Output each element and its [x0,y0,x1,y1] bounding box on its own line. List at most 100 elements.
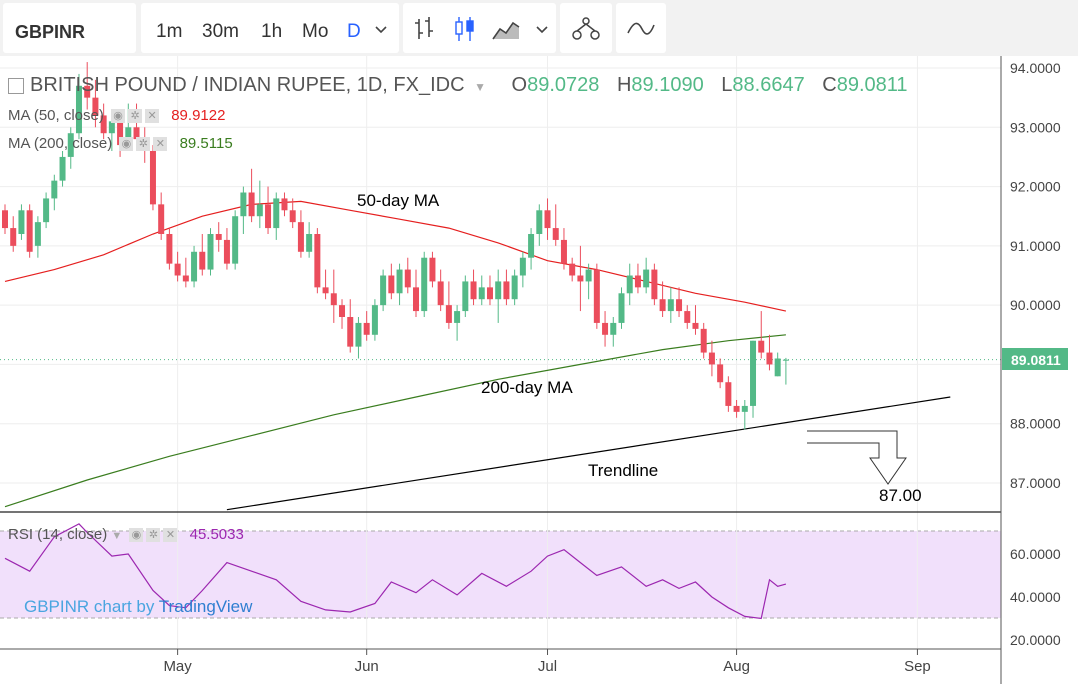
candle-body [117,121,124,146]
candle-body [355,322,362,347]
close-label: C [822,74,837,96]
chevron-down-icon[interactable] [375,25,387,35]
candle-body [174,263,181,276]
candle-body [413,287,419,312]
candle-body [634,275,641,288]
chart-title: BRITISH POUND / INDIAN RUPEE, 1D, FX_IDC [30,74,465,96]
candle-body [207,234,214,270]
price-tick-label: 93.0000 [1010,119,1061,135]
interval-group: 1m 30m 1h Mo D [141,3,399,53]
candle-body [782,359,789,361]
price-tick-label: 90.0000 [1010,297,1061,313]
candle-body [75,85,82,134]
ma50-legend: MA (50, close) ◉ ✲ ✕ 89.9122 [8,107,225,124]
candle-body [100,115,107,134]
candles [2,62,789,430]
candle-body [552,228,559,240]
ma50-annotation: 50-day MA [357,191,440,210]
candle-body [10,228,17,246]
collapse-icon[interactable] [8,77,24,94]
gear-icon[interactable]: ✲ [128,109,143,124]
chevron-down-icon[interactable]: ▼ [474,80,486,94]
candle-body [511,275,518,300]
candles-icon[interactable] [453,15,477,43]
bars-icon[interactable] [413,15,437,43]
candle-body [273,198,280,229]
close-icon[interactable]: ✕ [163,528,178,543]
eye-icon[interactable]: ◉ [119,137,134,152]
rsi-axis[interactable]: 60.0000 40.0000 20.0000 [1010,546,1061,648]
candle-body [158,204,165,234]
indicators-icon[interactable] [569,15,603,43]
candle-body [470,281,477,300]
compare-group [616,3,666,53]
chevron-down-icon[interactable] [536,25,548,35]
symbol-search-box[interactable]: GBPINR [3,3,136,53]
close-icon[interactable]: ✕ [153,137,168,152]
area-icon[interactable] [491,15,521,43]
compare-icon[interactable] [626,15,656,43]
interval-mo[interactable]: Mo [302,21,329,42]
candle-body [593,269,600,323]
eye-icon[interactable]: ◉ [111,109,126,124]
rsi-line [4,523,787,620]
candle-body [404,269,411,288]
candle-body [125,127,132,146]
candle-body [717,364,724,383]
interval-1m[interactable]: 1m [156,21,183,42]
rsi-tick-label: 20.0000 [1010,632,1061,648]
candle-body [429,257,436,282]
ma50-legend-value: 89.9122 [171,107,226,124]
symbol-label[interactable]: GBPINR [15,22,86,42]
candle-body [322,287,329,294]
candle-body [191,251,198,282]
ma200-legend: MA (200, close) ◉ ✲ ✕ 89.5115 [8,135,233,152]
candle-body [454,311,461,323]
candle-body [51,180,58,199]
open-label: O [511,74,528,96]
gear-icon[interactable]: ✲ [146,528,161,543]
rsi-series-line [4,523,787,620]
time-tick-label: Sep [904,658,931,675]
interval-1h[interactable]: 1h [261,21,283,42]
candle-body [626,275,633,294]
last-price-label: 89.0811 [1011,352,1061,368]
trendline-annotation: Trendline [588,461,658,480]
toolbar: GBPINR 1m 30m 1h Mo D [0,0,1078,56]
candle-body [659,299,666,312]
candle-body [223,239,230,264]
candle-body [232,216,239,264]
candle-body [462,281,469,312]
interval-d[interactable]: D [347,21,361,42]
low-value: 88.6647 [732,74,805,96]
watermark-brand[interactable]: TradingView [158,597,253,616]
watermark[interactable]: GBPINR chart by TradingView [24,597,252,617]
chevron-down-icon[interactable]: ▼ [111,530,123,542]
indicators-group [560,3,612,53]
candle-body [108,121,115,134]
candle-body [478,287,485,300]
candle-body [166,234,173,264]
candle-body [519,257,526,276]
close-icon[interactable]: ✕ [145,109,160,124]
candle-body [585,269,592,282]
candle-body [347,317,354,347]
candle-body [396,269,403,294]
chart-canvas[interactable]: 94.000093.000092.000091.000090.000089.00… [0,56,1078,684]
trendline [226,396,951,511]
price-tick-label: 94.0000 [1010,60,1061,76]
time-axis[interactable]: May Jun Jul Aug Sep [163,649,931,675]
eye-icon[interactable]: ◉ [129,528,144,543]
grid [0,56,1001,649]
candle-body [388,275,395,294]
ma50-legend-label: MA (50, close) [8,107,104,124]
chart-type-group [403,3,556,53]
candle-body [503,281,510,300]
ma200-legend-value: 89.5115 [179,135,233,152]
gear-icon[interactable]: ✲ [136,137,151,152]
last-price-box [1002,348,1068,370]
candle-body [43,198,50,223]
candle-body [741,405,748,412]
price-axis[interactable]: 94.000093.000092.000091.000090.000089.00… [1010,60,1061,491]
interval-30m[interactable]: 30m [202,21,239,42]
